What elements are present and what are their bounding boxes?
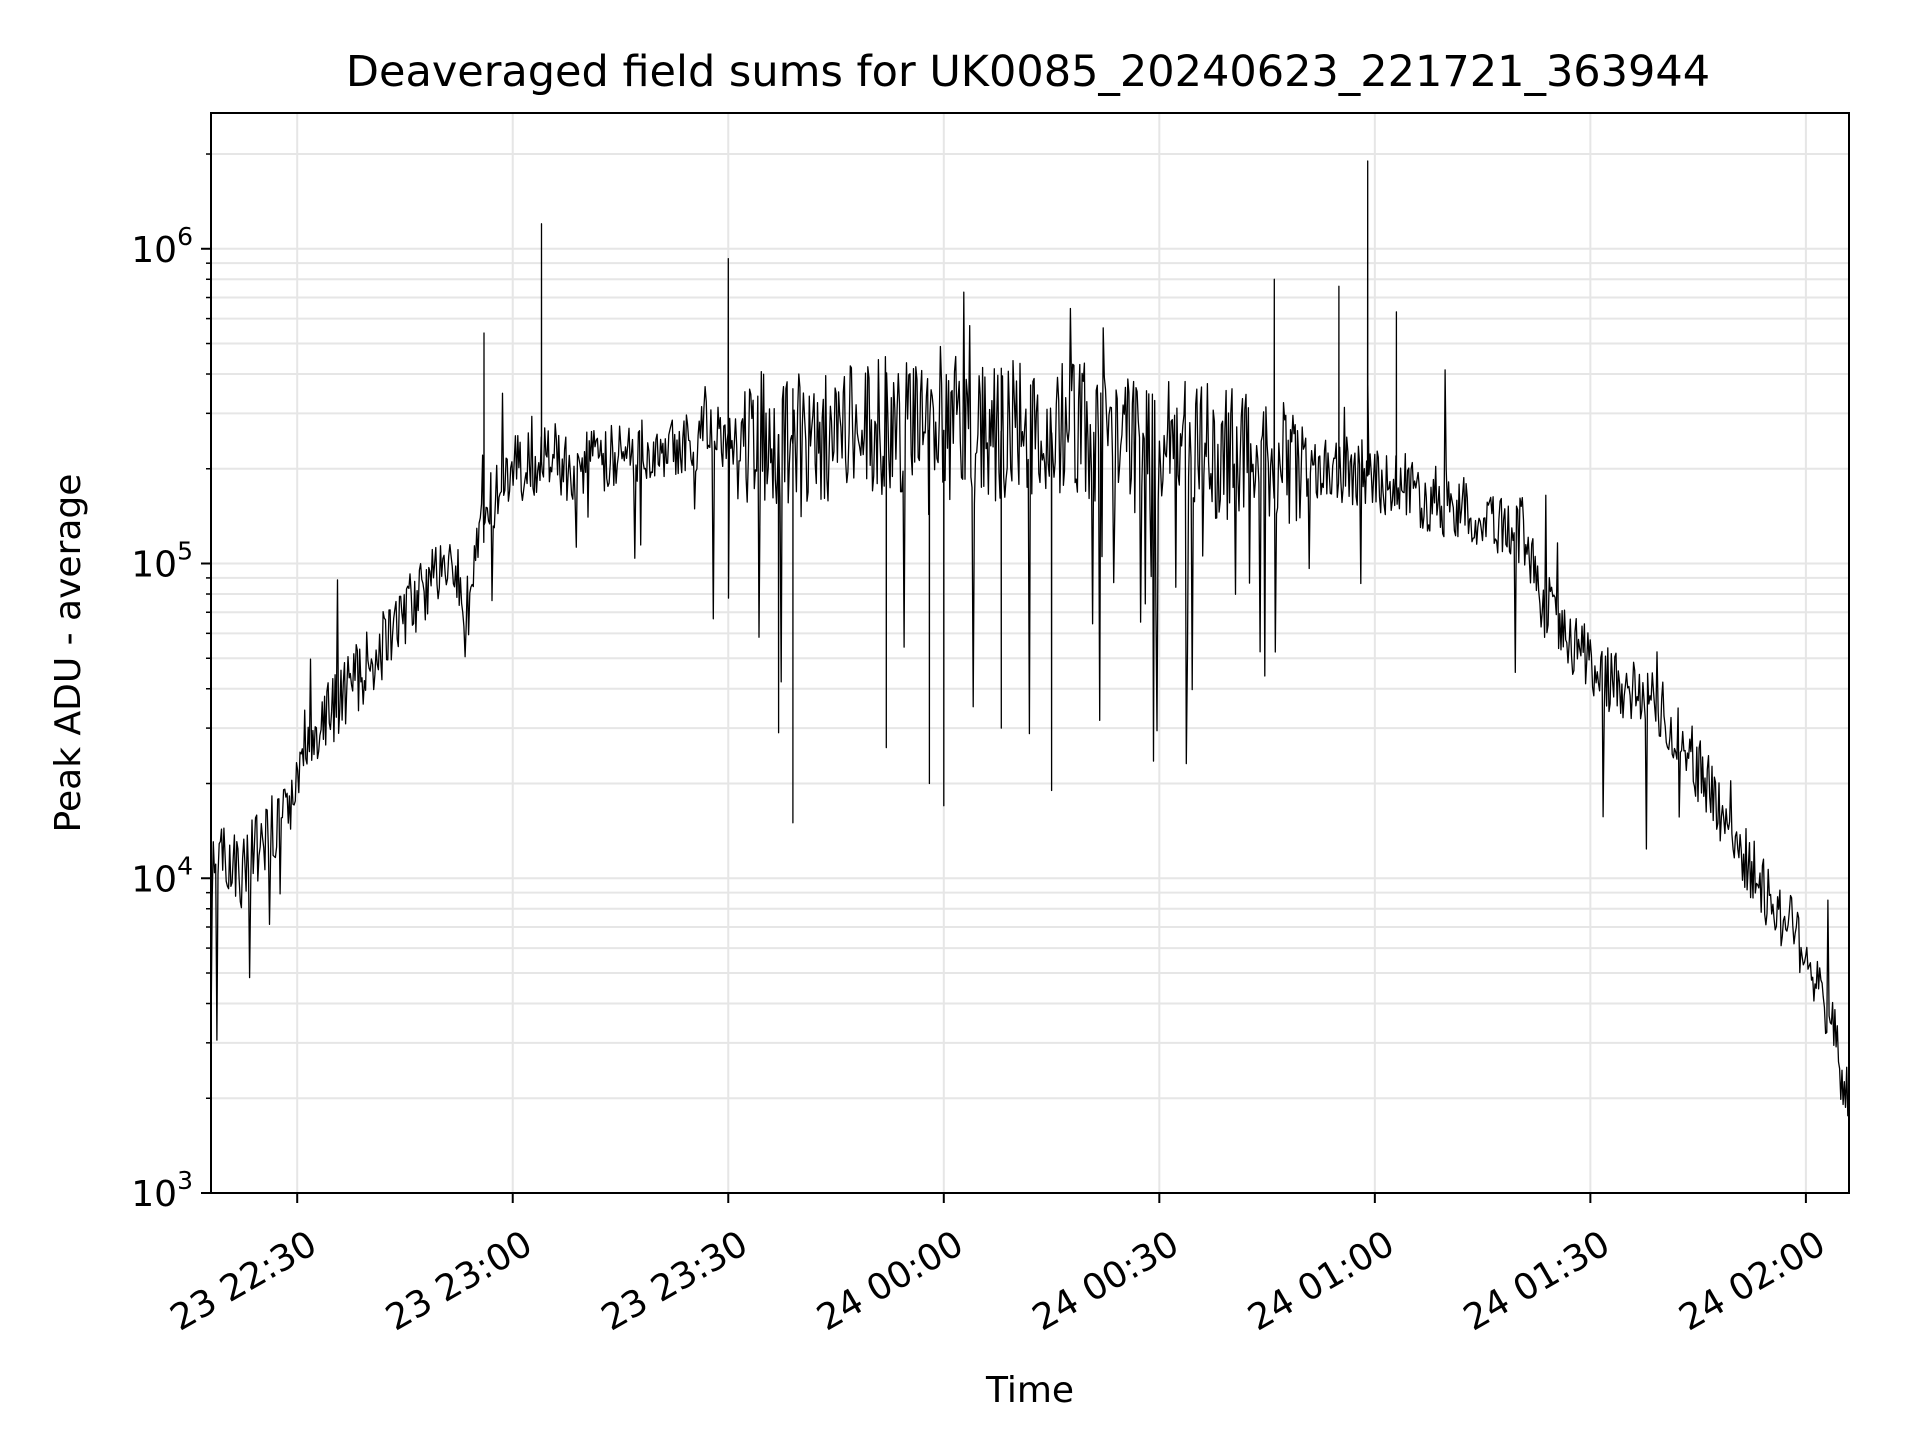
series-layer xyxy=(210,160,1850,1117)
y-tick-label: 104 xyxy=(131,851,193,900)
chart-title: Deaveraged field sums for UK0085_2024062… xyxy=(346,47,1710,97)
y-tick-label: 106 xyxy=(131,222,193,271)
y-tick-label: 103 xyxy=(131,1166,193,1215)
y-axis-label: Peak ADU - average xyxy=(48,474,89,833)
series-line xyxy=(210,160,1850,1117)
x-axis-label: Time xyxy=(985,1370,1074,1411)
plot-frame xyxy=(210,112,1850,1194)
y-tick-label: 105 xyxy=(131,537,193,586)
